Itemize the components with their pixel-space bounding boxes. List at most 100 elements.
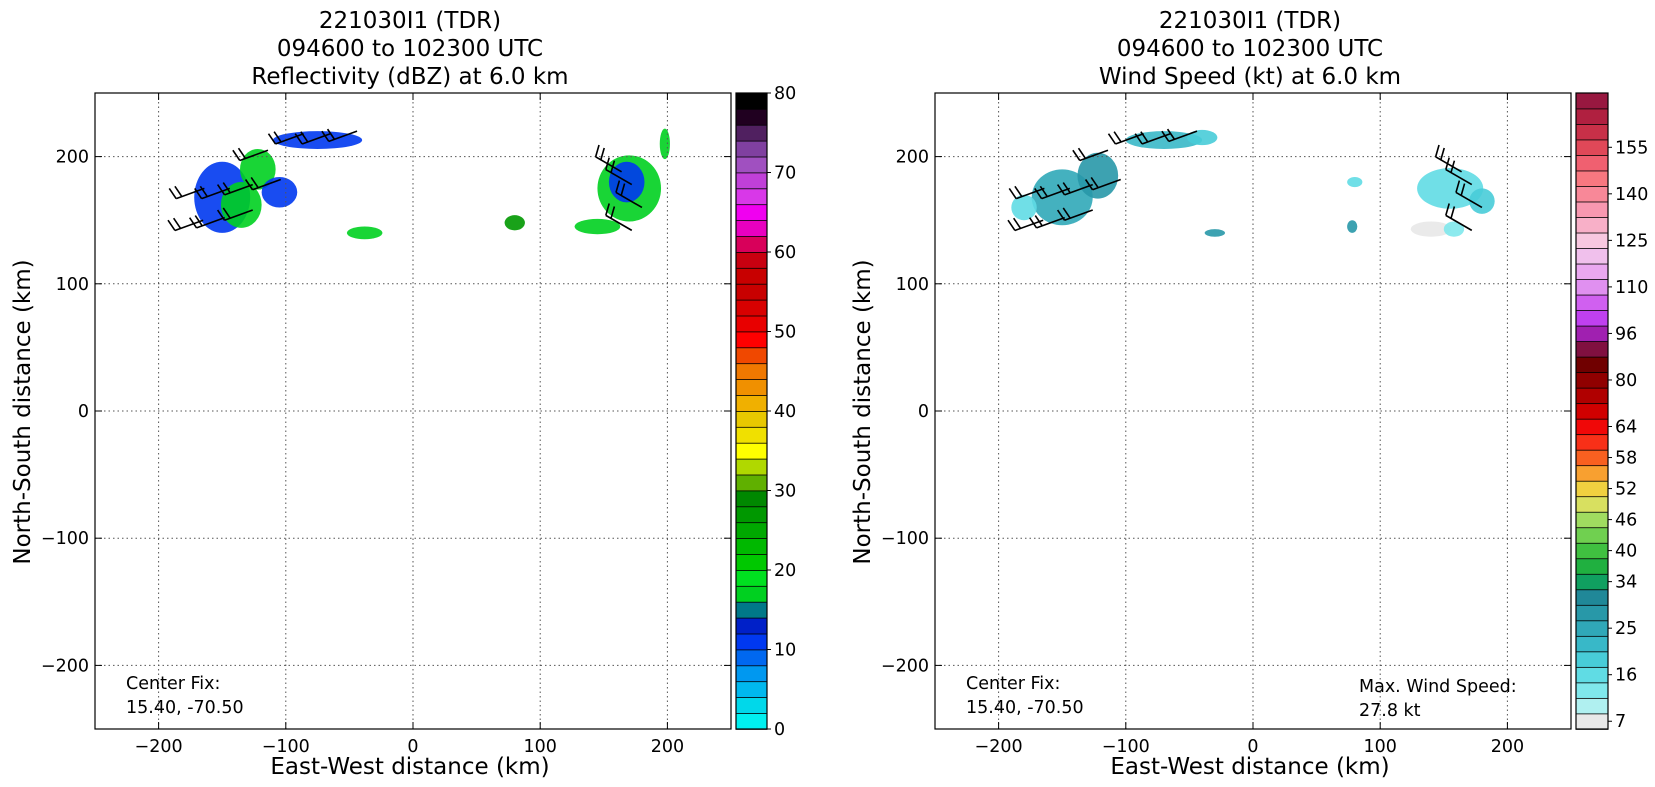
wind-barb: [321, 128, 358, 143]
colorbar-segment: [735, 537, 768, 555]
colorbar-segment: [735, 585, 768, 603]
y-axis-label: North-South distance (km): [10, 259, 36, 564]
colorbar-segment: [1575, 557, 1609, 575]
colorbar-segment: [1575, 247, 1609, 265]
echo-cluster: [1443, 221, 1465, 237]
colorbar-segment: [1575, 635, 1609, 653]
wind-barb: [194, 185, 231, 200]
wind-barb: [216, 207, 254, 222]
colorbar-tick-label: 0: [774, 720, 785, 740]
wind-barb-shaft: [196, 216, 226, 229]
wind-barb-flag: [1077, 147, 1087, 159]
wind-barb-shaft: [175, 187, 205, 200]
colorbar-tick-label: 7: [1615, 712, 1626, 732]
echo-cluster: [1011, 194, 1037, 221]
colorbar-segment: [735, 378, 768, 396]
colorbar-segment: [1575, 170, 1609, 187]
colorbar-segment: [735, 426, 768, 444]
panel-title-line-3: Reflectivity (dBZ) at 6.0 km: [251, 64, 568, 90]
wind-barb-flag: [1062, 182, 1071, 194]
x-tick-label: 100: [523, 737, 556, 757]
wind-barb-shaft: [1168, 130, 1198, 143]
x-tick-label: 0: [1247, 737, 1258, 757]
colorbar-tick-label: 58: [1615, 449, 1637, 469]
colorbar-tick-label: 40: [774, 402, 796, 422]
y-tick-label: 200: [56, 148, 89, 168]
colorbar-segment: [735, 633, 768, 651]
wind-barb-flag: [194, 187, 203, 200]
colorbar-frame: [1575, 92, 1609, 730]
wind-barb-flag: [244, 179, 254, 191]
wind-barb-shaft: [1064, 209, 1094, 222]
colorbar-segment: [1575, 511, 1609, 529]
wind-barb-shaft: [1445, 214, 1473, 232]
colorbar-tick-label: 125: [1615, 231, 1648, 251]
colorbar-tick-label: 16: [1615, 666, 1637, 686]
colorbar-segment: [1575, 604, 1609, 622]
colorbar-segment: [735, 331, 768, 349]
wind-barb-flag: [1084, 179, 1094, 191]
colorbar-segment: [735, 203, 768, 222]
wind-barb-flag: [1450, 206, 1456, 219]
wind-barb-flag: [1460, 183, 1466, 196]
center-fix-label: Center Fix:: [126, 674, 220, 694]
wind-barb: [605, 203, 633, 232]
wind-barb-shaft: [1435, 156, 1463, 173]
wind-barb-flag: [1166, 128, 1176, 140]
wind-barb-flag: [267, 133, 277, 145]
wind-barb-flag: [1440, 147, 1445, 161]
colorbar-segment: [735, 458, 768, 476]
colorbar-tick-label: 10: [774, 641, 796, 661]
colorbar-segment: [735, 140, 768, 158]
wind-barb: [1008, 185, 1045, 200]
colorbar-segment: [735, 283, 768, 301]
colorbar-segment: [1575, 464, 1609, 482]
colorbar-segment: [735, 696, 768, 714]
colorbar-segment: [735, 299, 768, 317]
colorbar-segment: [735, 124, 768, 142]
colorbar-segment: [735, 235, 768, 253]
wind-barb-flag: [237, 147, 247, 159]
colorbar-tick-label: 64: [1615, 418, 1637, 438]
wind-barb-flag: [594, 144, 600, 158]
echo-cluster: [659, 128, 670, 160]
wind-barb-flag: [1056, 209, 1066, 221]
max-wind-speed-value: 27.8 kt: [1359, 701, 1421, 721]
x-axis-label: East-West distance (km): [270, 754, 549, 780]
wind-barb: [1072, 147, 1109, 162]
colorbar-segment: [1575, 154, 1609, 172]
wind-barb-shaft: [1036, 216, 1066, 229]
y-tick-label: 100: [56, 275, 89, 295]
colorbar-tick-label: 46: [1615, 511, 1637, 531]
colorbar-tick-label: 50: [774, 323, 796, 343]
colorbar-segment: [735, 505, 768, 524]
wind-barb-flag: [1034, 187, 1043, 200]
wind-barb-flag: [1107, 133, 1117, 145]
wind-barb-flag: [172, 217, 182, 229]
colorbar-segment: [735, 172, 768, 190]
wind-barb-shaft: [201, 187, 231, 200]
echo-cluster: [240, 148, 276, 190]
wind-barb-flag: [222, 207, 231, 219]
wind-barb-flag: [1008, 187, 1017, 200]
colorbar-segment: [1575, 371, 1609, 389]
colorbar-segment: [735, 474, 768, 492]
colorbar-segment: [1575, 340, 1609, 358]
wind-barb: [1107, 131, 1144, 145]
wind-barb-flag: [1072, 149, 1081, 161]
wind-barb: [216, 182, 254, 196]
colorbar-segment: [735, 680, 768, 698]
wind-barb-shaft: [224, 183, 254, 196]
wind-barb-shaft: [1115, 132, 1144, 145]
wind-barb-shaft: [1079, 149, 1109, 162]
wind-barb-flag: [1014, 185, 1023, 198]
colorbar-tick-label: 96: [1615, 324, 1637, 344]
y-tick-label: 0: [918, 402, 929, 422]
colorbar-segment: [1575, 402, 1609, 420]
colorbar-segment: [1575, 495, 1609, 513]
colorbar-segment: [1575, 294, 1609, 311]
colorbar-segment: [1575, 697, 1609, 715]
wind-barb-shaft: [1445, 168, 1473, 186]
colorbar-segment: [735, 346, 768, 365]
x-tick-label: 100: [1363, 737, 1396, 757]
